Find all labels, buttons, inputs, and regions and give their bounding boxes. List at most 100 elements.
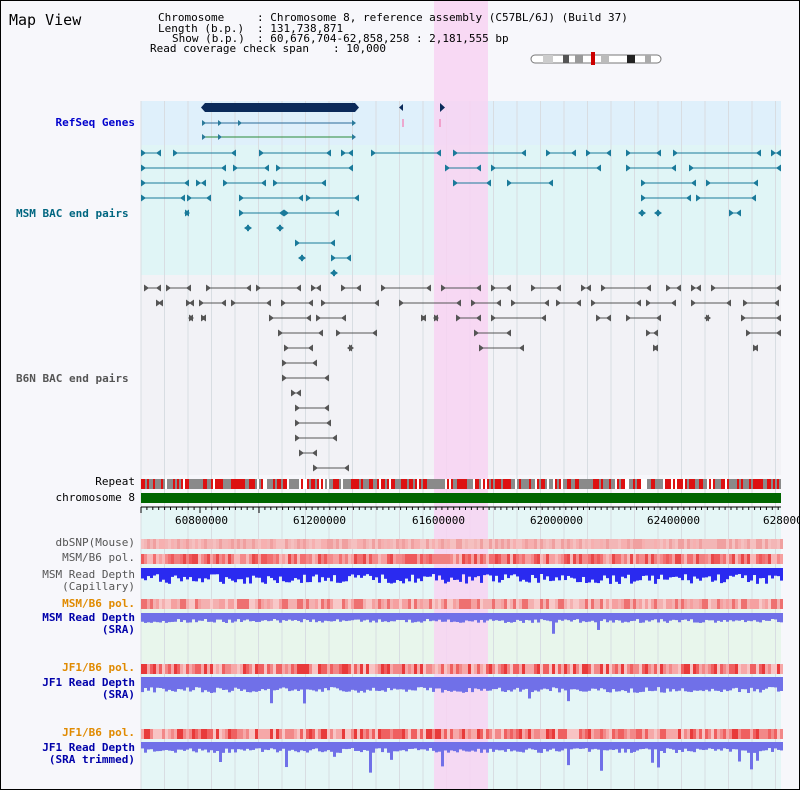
bac-end-marker: [141, 164, 146, 172]
heatmap-cell: [522, 599, 525, 609]
heatmap-cell: [738, 664, 741, 674]
depth-bar: [558, 677, 561, 693]
depth-bar: [486, 677, 489, 691]
heatmap-cell: [468, 599, 471, 609]
track-label-refseq[interactable]: RefSeq Genes: [55, 116, 135, 129]
heatmap-cell: [492, 554, 495, 564]
refseq-gene-track[interactable]: [201, 103, 445, 140]
repeat-segment: [643, 479, 645, 489]
depth-bar: [699, 613, 702, 623]
depth-bar: [657, 568, 660, 580]
bac-end-marker: [261, 179, 266, 187]
depth-bar: [726, 677, 729, 692]
heatmap-cell: [291, 599, 294, 609]
depth-bar: [585, 568, 588, 583]
heatmap-cell: [267, 664, 270, 674]
depth-bar: [147, 568, 150, 577]
depth-bar: [510, 613, 513, 623]
depth-bar: [660, 742, 663, 752]
repeat-segment: [609, 479, 611, 489]
bac-end-marker: [491, 164, 496, 172]
heatmap-tracks[interactable]: [141, 539, 783, 739]
depth-bar: [531, 568, 534, 575]
depth-bar: [177, 742, 180, 750]
msm-bac-track[interactable]: [141, 149, 781, 277]
heatmap-cell: [573, 729, 576, 739]
heatmap-cell: [696, 664, 699, 674]
track-label-b6n-bac[interactable]: B6N BAC end pairs: [16, 372, 129, 385]
heatmap-cell: [450, 599, 453, 609]
heatmap-cell: [381, 729, 384, 739]
depth-bar: [672, 613, 675, 620]
heatmap-cell: [648, 599, 651, 609]
bac-end-marker: [273, 179, 278, 187]
heatmap-cell: [186, 554, 189, 564]
heatmap-cell: [510, 539, 513, 549]
heatmap-cell: [159, 729, 162, 739]
depth-bar: [561, 568, 564, 576]
heatmap-cell: [147, 554, 150, 564]
depth-bar: [327, 613, 330, 622]
gene-block: [205, 103, 355, 112]
heatmap-cell: [270, 664, 273, 674]
depth-bar: [672, 568, 675, 577]
depth-bar: [552, 677, 555, 688]
heatmap-cell: [507, 729, 510, 739]
heatmap-cell: [780, 664, 783, 674]
heatmap-cell: [699, 599, 702, 609]
depth-bar: [543, 613, 546, 621]
repeat-segment: [773, 479, 775, 489]
depth-bar: [585, 742, 588, 749]
heatmap-cell: [666, 554, 669, 564]
repeat-segment: [723, 479, 725, 489]
heatmap-cell: [438, 539, 441, 549]
heatmap-cell: [765, 599, 768, 609]
depth-bar: [282, 568, 285, 582]
depth-bar: [396, 742, 399, 752]
repeat-segment: [239, 479, 241, 489]
heatmap-cell: [777, 539, 780, 549]
depth-bar: [573, 568, 576, 579]
depth-bar: [723, 742, 726, 749]
bac-end-marker: [606, 314, 611, 322]
heatmap-cell: [159, 554, 162, 564]
depth-bar: [408, 568, 411, 582]
depth-bar: [384, 568, 387, 579]
heatmap-cell: [684, 599, 687, 609]
depth-bar: [165, 742, 168, 750]
depth-bar: [174, 613, 177, 622]
heatmap-cell: [408, 599, 411, 609]
heatmap-cell: [648, 554, 651, 564]
repeat-track[interactable]: [141, 479, 781, 489]
heatmap-cell: [249, 729, 252, 739]
depth-bar: [456, 677, 459, 692]
depth-bar: [180, 613, 183, 622]
chromosome-ideogram[interactable]: [530, 52, 662, 65]
depth-bar: [450, 742, 453, 751]
heatmap-cell: [243, 599, 246, 609]
b6n-bac-track[interactable]: [144, 284, 781, 472]
heatmap-cell: [315, 729, 318, 739]
depth-bar: [267, 568, 270, 577]
depth-bar: [675, 568, 678, 577]
depth-bar: [429, 742, 432, 749]
depth-bar: [297, 568, 300, 580]
heatmap-cell: [318, 539, 321, 549]
track-label-msm-bac[interactable]: MSM BAC end pairs: [16, 207, 129, 220]
repeat-segment: [337, 479, 339, 489]
heatmap-cell: [189, 599, 192, 609]
heatmap-cell: [738, 599, 741, 609]
heatmap-cell: [192, 539, 195, 549]
depth-bar: [171, 677, 174, 692]
heatmap-cell: [504, 599, 507, 609]
heatmap-cell: [537, 599, 540, 609]
read-depth-tracks[interactable]: [141, 568, 783, 773]
depth-bar: [741, 742, 744, 751]
depth-bar: [393, 613, 396, 622]
depth-bar: [711, 568, 714, 582]
heatmap-cell: [453, 729, 456, 739]
heatmap-cell: [579, 554, 582, 564]
depth-bar: [477, 742, 480, 749]
heatmap-cell: [345, 599, 348, 609]
